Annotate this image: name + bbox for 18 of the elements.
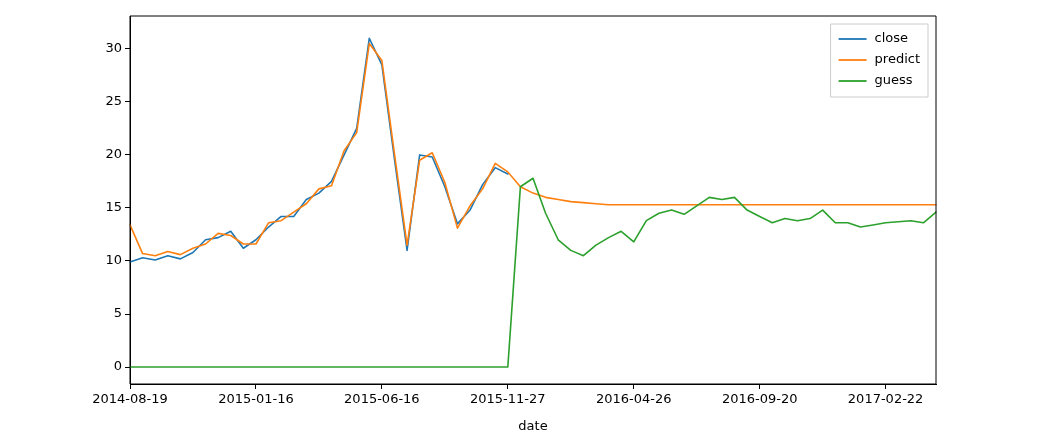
y-tick-label: 5 <box>113 305 122 321</box>
x-tick-label: 2016-04-26 <box>595 391 672 407</box>
y-tick-label: 0 <box>113 358 122 374</box>
x-tick-label: 2015-11-27 <box>470 391 546 407</box>
x-tick-label: 2016-09-20 <box>721 391 798 407</box>
y-tick-label: 25 <box>105 93 122 109</box>
legend-label: predict <box>874 51 920 67</box>
y-tick-label: 10 <box>105 252 122 268</box>
x-tick-label: 2017-02-22 <box>847 391 924 407</box>
x-tick-label: 2015-06-16 <box>344 391 420 407</box>
legend-label: guess <box>874 72 913 88</box>
y-tick-label: 30 <box>105 40 122 56</box>
x-tick-label: 2014-08-19 <box>92 391 168 407</box>
legend-label: close <box>874 30 909 46</box>
y-tick-label: 20 <box>105 146 122 162</box>
x-tick-label: 2015-01-16 <box>218 391 294 407</box>
y-tick-label: 15 <box>105 199 122 215</box>
x-axis-title: date <box>518 417 548 433</box>
